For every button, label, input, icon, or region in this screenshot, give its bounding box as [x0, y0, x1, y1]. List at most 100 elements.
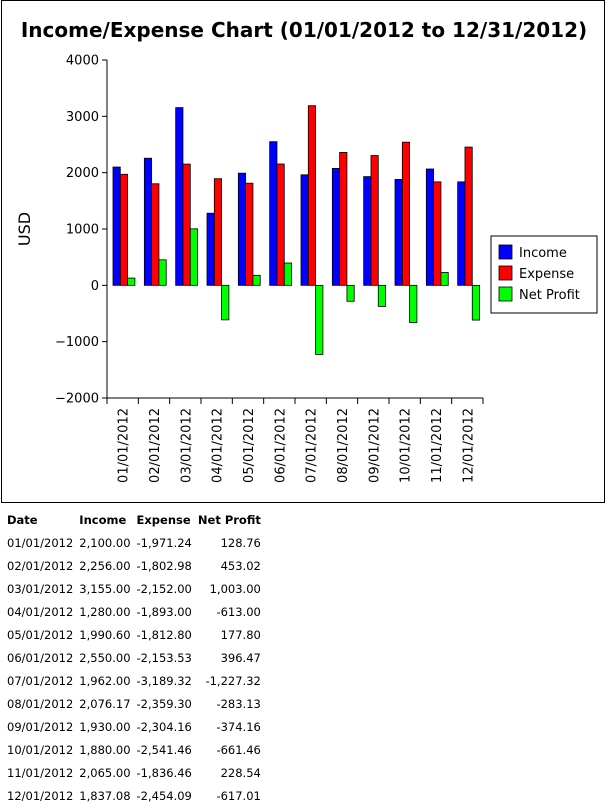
x-tick-label: 02/01/2012	[148, 408, 163, 483]
table-cell: -617.01	[216, 788, 261, 803]
table-cell: 3,155.00	[79, 581, 131, 596]
legend-label: Expense	[519, 267, 574, 282]
table-header-cell: Date	[7, 512, 38, 527]
x-tick-label: 12/01/2012	[461, 408, 476, 483]
bar-expense	[213, 178, 223, 286]
bar-expense	[464, 146, 473, 286]
legend-swatch	[498, 244, 513, 260]
table-cell: 10/01/2012	[7, 742, 74, 757]
bar-net-profit	[221, 284, 230, 321]
chart-title: Income/Expense Chart (01/01/2012 to 12/3…	[21, 18, 587, 42]
bar-expense	[276, 163, 285, 286]
bar-income	[175, 107, 184, 286]
x-tick-label: 10/01/2012	[399, 408, 414, 483]
legend-label: Net Profit	[519, 288, 580, 303]
table-cell: 1,003.00	[209, 581, 261, 596]
bar-net-profit	[315, 284, 324, 355]
bar-income	[300, 174, 309, 286]
bar-expense	[433, 181, 442, 286]
x-tick-label: 01/01/2012	[117, 408, 132, 483]
bar-expense	[370, 155, 379, 286]
bar-expense	[119, 173, 129, 286]
table-cell: 128.76	[220, 535, 261, 550]
table-cell: 01/01/2012	[7, 535, 74, 550]
table-cell: 396.47	[220, 650, 261, 665]
y-axis-label: USD	[15, 212, 34, 246]
legend-swatch	[498, 265, 513, 281]
data-table-wrapper: Date Income Expense Net Profit 01/01/2012 2,…	[5, 508, 265, 807]
bar-income	[457, 181, 466, 286]
table-cell: -1,893.00	[136, 604, 192, 619]
table-cell: -1,971.24	[136, 535, 192, 550]
table-row: 04/01/2012 1,280.00 -1,893.00 -613.00	[5, 600, 265, 623]
x-tick-label: 04/01/2012	[211, 408, 226, 483]
table-cell: -1,836.46	[136, 765, 192, 780]
bar-net-profit	[158, 259, 167, 286]
table-cell: 09/01/2012	[7, 719, 74, 734]
table-cell: 2,065.00	[79, 765, 131, 780]
table-cell: 2,076.17	[79, 696, 131, 711]
bar-income	[363, 176, 372, 286]
table-cell: -1,812.80	[136, 627, 192, 642]
table-cell: -2,359.30	[136, 696, 192, 711]
bar-net-profit	[440, 272, 449, 286]
y-tick-label: 3000	[66, 110, 99, 125]
y-tick-label: 2000	[66, 166, 99, 181]
table-cell: 08/01/2012	[7, 696, 74, 711]
bar-expense	[401, 141, 410, 286]
table-cell: 1,280.00	[79, 604, 131, 619]
table-cell: 2,256.00	[79, 558, 131, 573]
table-cell: 03/01/2012	[7, 581, 74, 596]
table-row: 06/01/2012 2,550.00 -2,153.53 396.47	[5, 646, 265, 669]
bar-income	[331, 167, 341, 286]
table-cell: 06/01/2012	[7, 650, 74, 665]
table-cell: -1,802.98	[136, 558, 192, 573]
bar-income	[425, 168, 435, 286]
table-cell: 05/01/2012	[7, 627, 74, 642]
x-tick-label: 05/01/2012	[242, 408, 257, 483]
x-tick-label: 09/01/2012	[367, 408, 382, 483]
table-row: 01/01/2012 2,100.00 -1,971.24 128.76	[5, 531, 265, 554]
table-cell: 1,930.00	[79, 719, 131, 734]
table-row: 07/01/2012 1,962.00 -3,189.32 -1,227.32	[5, 669, 265, 692]
table-cell: 1,837.08	[79, 788, 131, 803]
table-cell: -3,189.32	[136, 673, 192, 688]
table-cell: -2,304.16	[136, 719, 192, 734]
bar-net-profit	[189, 228, 198, 286]
table-cell: -2,541.46	[136, 742, 192, 757]
bar-net-profit	[127, 277, 136, 286]
bar-net-profit	[377, 284, 386, 307]
table-row: 08/01/2012 2,076.17 -2,359.30 -283.13	[5, 692, 265, 715]
bar-expense	[151, 183, 160, 286]
table-header-cell: Expense	[136, 512, 191, 527]
table-row: 09/01/2012 1,930.00 -2,304.16 -374.16	[5, 715, 265, 738]
table-cell: 11/01/2012	[7, 765, 74, 780]
table-cell: 1,962.00	[79, 673, 131, 688]
y-tick-label: 4000	[66, 54, 99, 69]
bar-net-profit	[471, 284, 480, 321]
table-row: 12/01/2012 1,837.08 -2,454.09 -617.01	[5, 784, 265, 807]
bar-income	[237, 172, 247, 286]
table-cell: -2,152.00	[136, 581, 192, 596]
table-cell: 453.02	[220, 558, 261, 573]
bar-income	[112, 166, 121, 286]
bar-expense	[339, 152, 348, 286]
table-row: 02/01/2012 2,256.00 -1,802.98 453.02	[5, 554, 265, 577]
table-header-row: Date Income Expense Net Profit	[5, 508, 265, 531]
table-cell: 07/01/2012	[7, 673, 74, 688]
table-cell: -613.00	[216, 604, 261, 619]
income-expense-chart: Income/Expense Chart (01/01/2012 to 12/3…	[15, 18, 598, 483]
table-cell: 228.54	[220, 765, 261, 780]
table-cell: -2,153.53	[136, 650, 192, 665]
table-cell: -283.13	[216, 696, 261, 711]
table-cell: -374.16	[216, 719, 261, 734]
x-tick-label: 11/01/2012	[430, 408, 445, 483]
bar-income	[394, 179, 403, 286]
table-cell: 02/01/2012	[7, 558, 74, 573]
table-cell: 1,880.00	[79, 742, 131, 757]
y-tick-label: −1000	[55, 335, 99, 350]
table-row: 05/01/2012 1,990.60 -1,812.80 177.80	[5, 623, 265, 646]
bar-net-profit	[346, 284, 355, 302]
legend-label: Income	[519, 246, 567, 261]
table-cell: 04/01/2012	[7, 604, 74, 619]
